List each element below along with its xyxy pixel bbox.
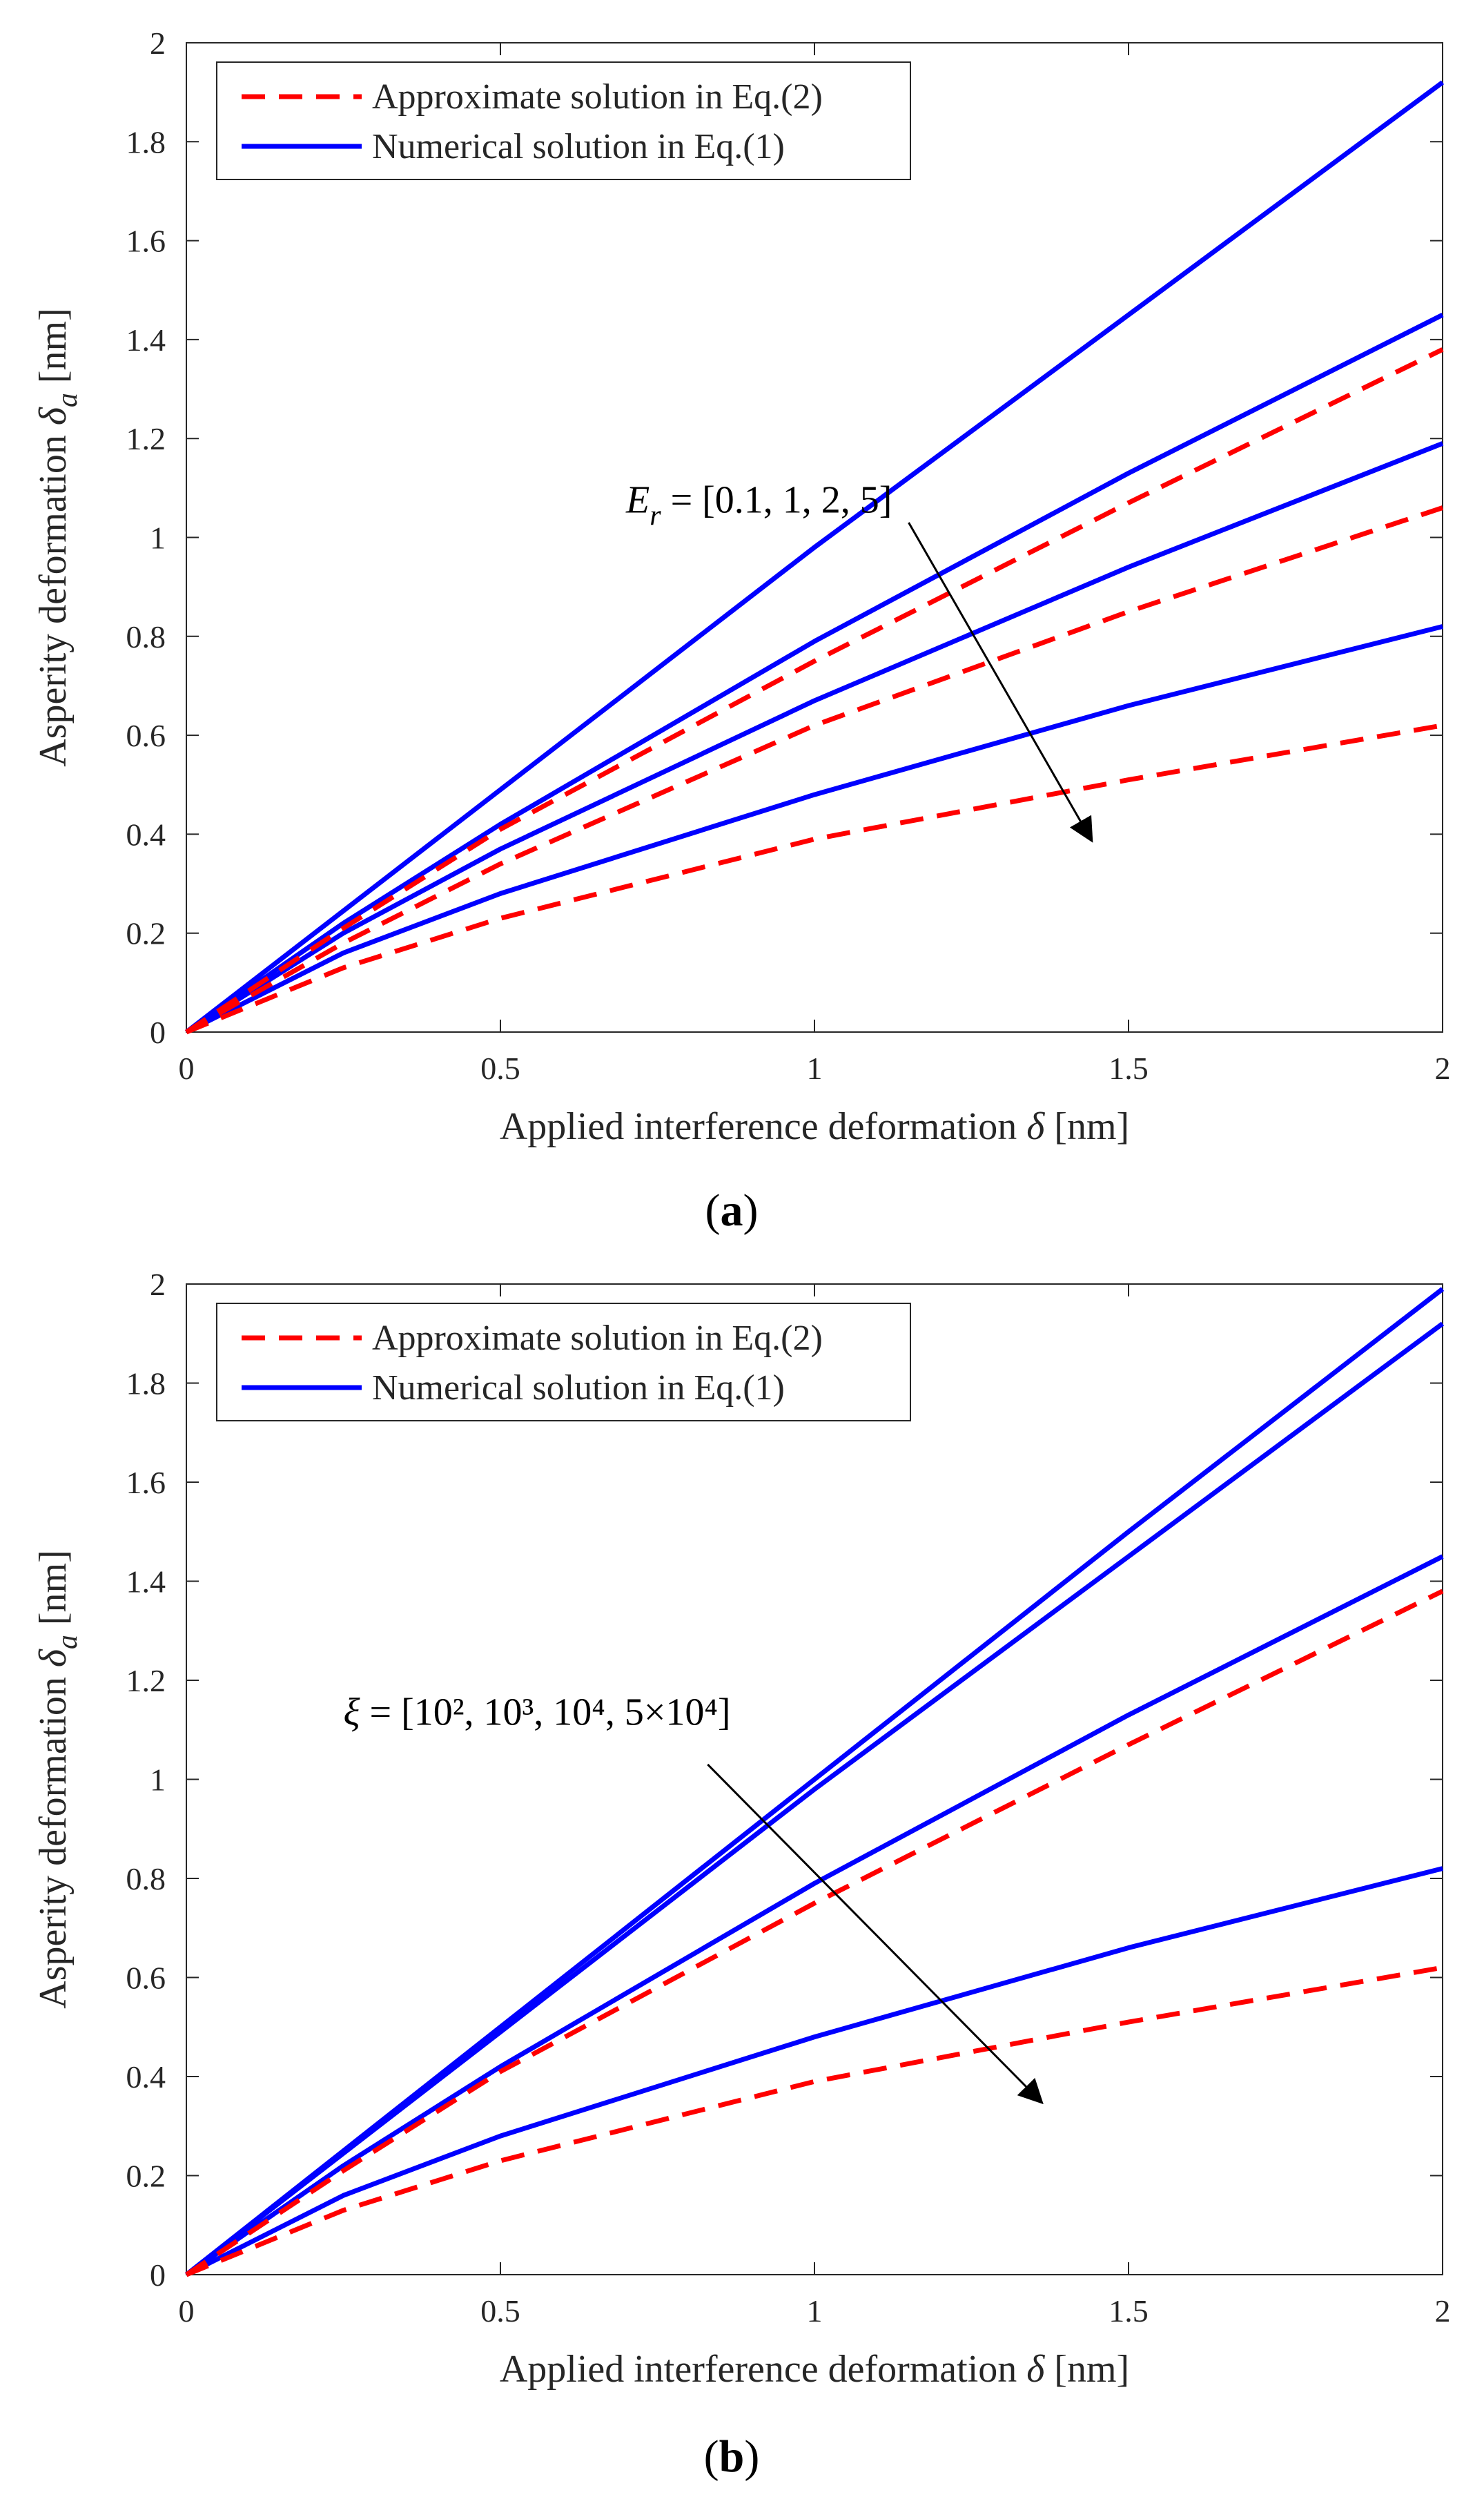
y-tick-label: 1.4 bbox=[126, 322, 166, 358]
x-tick-label: 2 bbox=[1435, 1051, 1451, 1086]
x-label-symbol: δ bbox=[1026, 2348, 1045, 2391]
y-label-prefix: Asperity deformation bbox=[32, 1667, 75, 2009]
x-label-space bbox=[1044, 2348, 1054, 2391]
legend: Approximate solution in Eq.(2) Numerical … bbox=[216, 61, 911, 180]
x-label-prefix: Applied interference deformation bbox=[500, 2348, 1026, 2391]
y-tick-label: 2 bbox=[150, 26, 166, 61]
y-tick-label: 1.4 bbox=[126, 1564, 166, 1600]
y-tick-label: 1.8 bbox=[126, 124, 166, 159]
x-axis-label: Applied interference deformation δ [nm] bbox=[500, 1105, 1129, 1148]
caption-open: ( bbox=[704, 2431, 719, 2482]
y-label-unit: [nm] bbox=[32, 308, 75, 383]
annotation-text: = [0.1, 1, 2, 5] bbox=[661, 479, 892, 522]
y-label-subscript: a bbox=[52, 393, 84, 407]
y-label-unit: [nm] bbox=[32, 1550, 75, 1625]
series-line-approximate-4 bbox=[185, 1588, 1444, 2277]
y-tick-label: 0 bbox=[150, 1015, 166, 1050]
y-tick-label: 0 bbox=[150, 2257, 166, 2293]
annotation-symbol: ξ bbox=[344, 1691, 360, 1734]
y-tick-label: 0.6 bbox=[126, 718, 166, 753]
y-tick-label: 0.8 bbox=[126, 1861, 166, 1896]
series-line-numerical-1 bbox=[185, 312, 1444, 1034]
x-tick-label: 1.5 bbox=[1109, 2293, 1149, 2329]
annotation-arrow bbox=[707, 1763, 1044, 2105]
x-label-space bbox=[1044, 1105, 1054, 1148]
series-line-numerical-0 bbox=[184, 80, 1445, 1034]
legend-label: Numerical solution in Eq.(1) bbox=[372, 1368, 785, 1408]
y-label-subscript: a bbox=[52, 1635, 84, 1649]
y-tick-label: 1.8 bbox=[126, 1366, 166, 1401]
series-line-approximate-5 bbox=[185, 1965, 1443, 2277]
y-tick-label: 1 bbox=[150, 521, 166, 556]
y-label-symbol: δ bbox=[32, 1649, 75, 1667]
y-axis-label: Asperity deformation δa [nm] bbox=[32, 1550, 84, 2008]
y-axis-label: Asperity deformation δa [nm] bbox=[32, 308, 84, 766]
x-tick-label: 0 bbox=[179, 1051, 195, 1086]
x-label-prefix: Applied interference deformation bbox=[500, 1105, 1026, 1148]
x-tick-label: 1 bbox=[807, 2293, 823, 2329]
y-label-space bbox=[32, 383, 75, 393]
chart-panel-a: 0 0.5 1 1.5 2 0 0.2 0.4 0.6 0.8 1 1.2 1.4 1.6 1.8 2 Appr… bbox=[32, 26, 1451, 1236]
series-line-numerical-2 bbox=[185, 1554, 1444, 2277]
series-line-approximate-5 bbox=[185, 505, 1444, 1035]
plot-area bbox=[186, 42, 1443, 1033]
x-label-symbol: δ bbox=[1026, 1105, 1045, 1148]
series-line-numerical-2 bbox=[185, 441, 1444, 1034]
y-tick-label: 1.2 bbox=[126, 1663, 166, 1698]
caption-open: ( bbox=[705, 1185, 721, 1236]
x-tick-label: 1.5 bbox=[1109, 1051, 1149, 1086]
y-tick-label: 0.2 bbox=[126, 2159, 166, 2194]
x-tick-label: 0.5 bbox=[480, 1051, 520, 1086]
x-axis-label: Applied interference deformation δ [nm] bbox=[500, 2348, 1129, 2391]
legend-label: Numerical solution in Eq.(1) bbox=[372, 127, 785, 166]
y-tick-label: 1.6 bbox=[126, 224, 166, 259]
x-tick-label: 0.5 bbox=[480, 2293, 520, 2329]
y-tick-label: 0.4 bbox=[126, 2059, 166, 2094]
x-tick-label: 2 bbox=[1435, 2293, 1451, 2329]
y-tick-label: 1.2 bbox=[126, 421, 166, 456]
x-tick-label: 0 bbox=[179, 2293, 195, 2329]
legend-box bbox=[216, 1303, 911, 1421]
legend: Approximate solution in Eq.(2) Numerical … bbox=[216, 1303, 911, 1421]
y-tick-label: 0.6 bbox=[126, 1961, 166, 1996]
y-tick-label: 1.6 bbox=[126, 1465, 166, 1500]
panel-caption: (b) bbox=[704, 2431, 760, 2482]
y-label-space bbox=[32, 1625, 75, 1635]
x-label-unit: [nm] bbox=[1054, 2348, 1129, 2391]
y-tick-label: 0.2 bbox=[126, 916, 166, 951]
series-line-approximate-4 bbox=[185, 347, 1444, 1034]
series-line-numerical-3 bbox=[185, 624, 1443, 1035]
annotation-text: = [10², 10³, 10⁴, 5×10⁴] bbox=[360, 1691, 730, 1734]
caption-letter: a bbox=[721, 1185, 743, 1236]
caption-close: ) bbox=[744, 2431, 759, 2482]
x-label-unit: [nm] bbox=[1054, 1105, 1129, 1148]
caption-letter: b bbox=[719, 2431, 745, 2482]
y-label-prefix: Asperity deformation bbox=[32, 425, 75, 767]
series-line-numerical-0 bbox=[184, 1287, 1445, 2277]
series-line-approximate-6 bbox=[185, 723, 1443, 1035]
annotation-symbol: E bbox=[625, 479, 650, 522]
y-tick-label: 1 bbox=[150, 1762, 166, 1798]
y-tick-label: 0.4 bbox=[126, 817, 166, 852]
x-tick-label: 1 bbox=[807, 1051, 823, 1086]
y-tick-label: 0.8 bbox=[126, 619, 166, 654]
annotation-subscript: r bbox=[650, 500, 661, 532]
legend-label: Approximate solution in Eq.(2) bbox=[372, 77, 823, 117]
legend-label: Approximate solution in Eq.(2) bbox=[372, 1319, 823, 1358]
annotation-label: Er = [0.1, 1, 2, 5] bbox=[625, 479, 892, 532]
y-label-symbol: δ bbox=[32, 407, 75, 425]
annotation-arrow bbox=[908, 522, 1093, 843]
legend-box bbox=[216, 61, 911, 180]
caption-close: ) bbox=[743, 1185, 759, 1236]
series-line-numerical-1 bbox=[184, 1321, 1445, 2277]
series-line-numerical-3 bbox=[185, 1866, 1443, 2277]
chart-panel-b: 0 0.5 1 1.5 2 0 0.2 0.4 0.6 0.8 1 1.2 1.4 1.6 1.8 2 Appr… bbox=[32, 1267, 1451, 2482]
y-tick-label: 2 bbox=[150, 1267, 166, 1302]
panel-caption: (a) bbox=[705, 1185, 759, 1236]
annotation-label: ξ = [10², 10³, 10⁴, 5×10⁴] bbox=[344, 1691, 731, 1734]
